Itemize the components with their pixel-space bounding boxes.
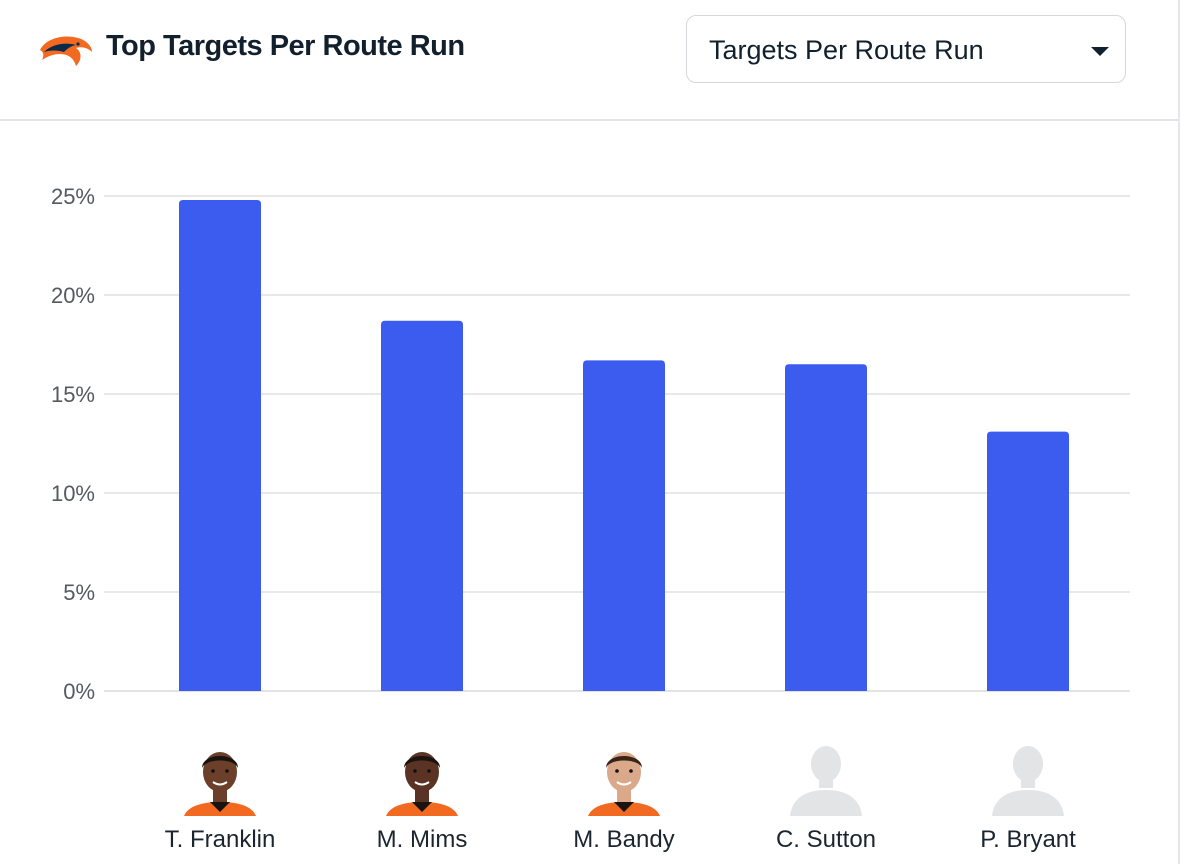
caret-down-icon bbox=[1091, 47, 1109, 56]
chart-title: Top Targets Per Route Run bbox=[106, 30, 465, 62]
player-silhouette-icon bbox=[988, 744, 1068, 816]
y-tick-label: 0% bbox=[63, 679, 95, 704]
bar-c-sutton[interactable] bbox=[785, 364, 867, 691]
player-headshot bbox=[180, 744, 260, 816]
y-tick-label: 15% bbox=[51, 382, 95, 407]
broncos-logo-icon bbox=[40, 36, 92, 66]
player-name: M. Bandy bbox=[573, 826, 675, 853]
y-tick-label: 10% bbox=[51, 481, 95, 506]
player-label[interactable]: P. Bryant bbox=[928, 744, 1128, 864]
bar-m-mims[interactable] bbox=[381, 320, 463, 691]
panel-right-border bbox=[1178, 0, 1180, 864]
bar-p-bryant[interactable] bbox=[987, 431, 1069, 691]
y-tick-label: 25% bbox=[51, 184, 95, 209]
player-headshot bbox=[382, 744, 462, 816]
bar-t-franklin[interactable] bbox=[179, 199, 261, 691]
player-label[interactable]: C. Sutton bbox=[726, 744, 926, 864]
player-label[interactable]: M. Mims bbox=[322, 744, 522, 864]
y-tick-label: 20% bbox=[51, 283, 95, 308]
player-label[interactable]: M. Bandy bbox=[524, 744, 724, 864]
chart-header: Top Targets Per Route Run Targets Per Ro… bbox=[0, 0, 1178, 121]
player-name: C. Sutton bbox=[775, 826, 877, 853]
player-name: P. Bryant bbox=[980, 826, 1076, 853]
metric-dropdown[interactable]: Targets Per Route Run bbox=[686, 15, 1126, 83]
y-tick-label: 5% bbox=[63, 580, 95, 605]
bar-m-bandy[interactable] bbox=[583, 360, 665, 691]
player-name: M. Mims bbox=[376, 826, 468, 853]
player-name: T. Franklin bbox=[164, 826, 276, 853]
dropdown-selected-value: Targets Per Route Run bbox=[709, 35, 984, 65]
player-headshot bbox=[584, 744, 664, 816]
player-label[interactable]: T. Franklin bbox=[120, 744, 320, 864]
player-silhouette-icon bbox=[786, 744, 866, 816]
